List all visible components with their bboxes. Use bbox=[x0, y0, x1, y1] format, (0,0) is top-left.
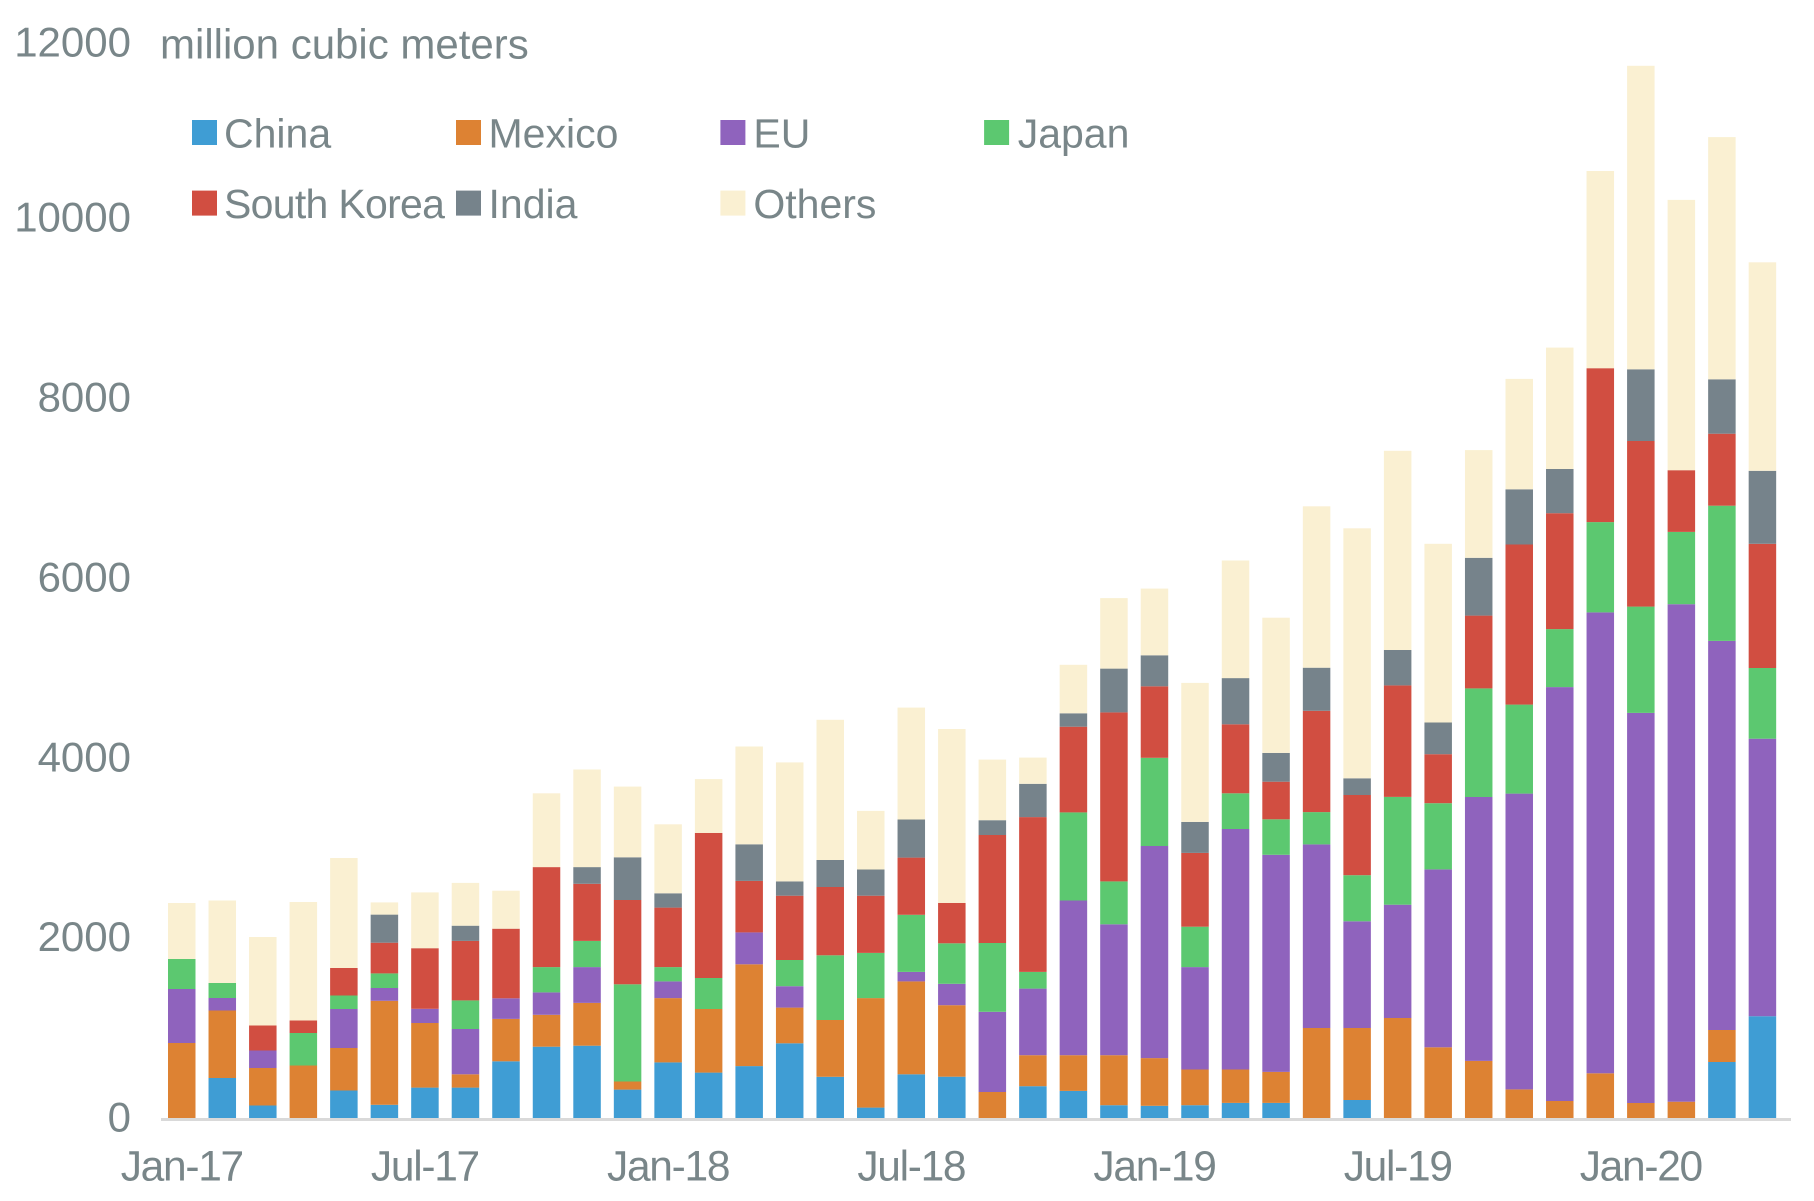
svg-text:EU: EU bbox=[753, 111, 810, 157]
svg-text:10000: 10000 bbox=[14, 194, 131, 241]
svg-text:Jan-17: Jan-17 bbox=[121, 1144, 243, 1191]
svg-text:Jul-17: Jul-17 bbox=[371, 1144, 479, 1191]
svg-text:China: China bbox=[224, 111, 331, 157]
svg-text:Jan-18: Jan-18 bbox=[607, 1144, 729, 1191]
svg-text:India: India bbox=[489, 181, 578, 227]
svg-text:6000: 6000 bbox=[38, 554, 131, 601]
svg-text:South Korea: South Korea bbox=[224, 181, 445, 227]
svg-text:0: 0 bbox=[108, 1094, 131, 1141]
svg-text:Others: Others bbox=[753, 181, 876, 227]
svg-text:Jan-19: Jan-19 bbox=[1093, 1144, 1215, 1191]
svg-text:Mexico: Mexico bbox=[489, 111, 619, 157]
svg-text:Japan: Japan bbox=[1018, 111, 1130, 157]
svg-text:Jul-18: Jul-18 bbox=[857, 1144, 965, 1191]
svg-text:8000: 8000 bbox=[38, 374, 131, 421]
svg-text:million cubic meters: million cubic meters bbox=[160, 21, 529, 68]
svg-text:Jan-20: Jan-20 bbox=[1580, 1144, 1702, 1191]
svg-text:4000: 4000 bbox=[38, 734, 131, 781]
svg-text:12000: 12000 bbox=[14, 19, 131, 66]
svg-text:Jul-19: Jul-19 bbox=[1344, 1144, 1452, 1191]
svg-text:2000: 2000 bbox=[38, 913, 131, 960]
